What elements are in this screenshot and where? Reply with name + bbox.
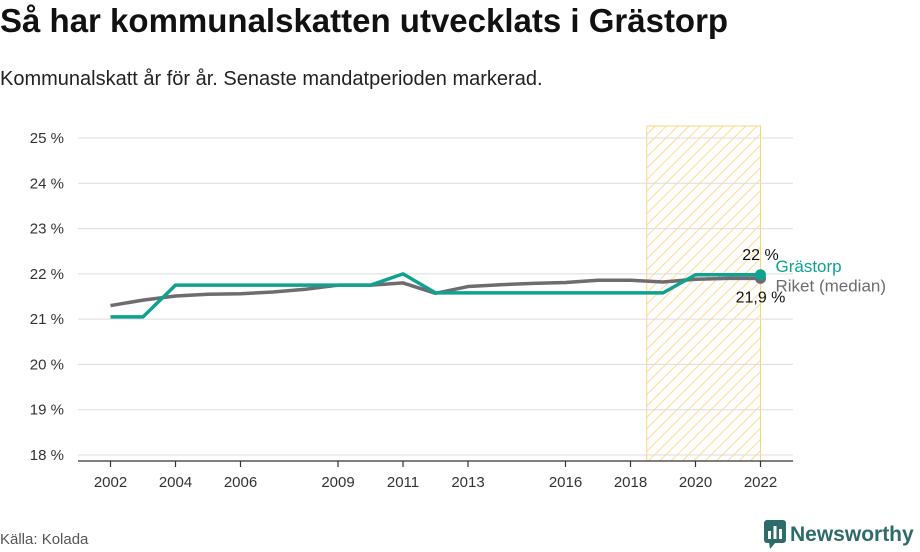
end-value-label-grastorp: 22 % [742, 247, 778, 264]
end-value-label-riket: 21,9 % [736, 289, 786, 306]
series-label-riket: Riket (median) [776, 276, 887, 295]
series-end-point [755, 269, 766, 281]
x-tick-label: 2013 [451, 474, 484, 491]
y-tick-label: 20 % [30, 356, 64, 373]
x-tick-label: 2016 [549, 474, 582, 491]
chart-title: Så har kommunalskatten utvecklats i Gräs… [0, 2, 729, 39]
series-label-grastorp: Grästorp [776, 257, 842, 276]
y-tick-label: 22 % [30, 266, 64, 283]
y-tick-label: 25 % [30, 130, 64, 147]
x-tick-label: 2004 [159, 474, 192, 491]
x-tick-label: 2018 [614, 474, 647, 491]
y-tick-label: 21 % [30, 311, 64, 328]
x-tick-label: 2006 [224, 474, 257, 491]
chart-subtitle: Kommunalskatt år för år. Senaste mandatp… [0, 68, 543, 90]
source-note: Källa: Kolada [0, 531, 89, 548]
x-tick-label: 2011 [387, 474, 419, 491]
y-tick-label: 18 % [30, 447, 64, 464]
newsworthy-logo: Newsworthy [764, 520, 914, 550]
y-tick-label: 19 % [30, 402, 64, 419]
series-line-grastorp [110, 272, 761, 319]
y-tick-label: 24 % [30, 175, 64, 192]
x-tick-label: 2002 [94, 474, 127, 491]
x-tick-label: 2009 [321, 474, 354, 491]
newsworthy-chart-icon [764, 520, 786, 549]
highlight-period [646, 125, 761, 462]
line-chart: 18 % 19 % 20 % 21 % 22 % 23 % 24 % 25 % 2002 2004… [30, 125, 887, 491]
x-tick-label: 2022 [744, 474, 777, 491]
x-tick-label: 2020 [679, 474, 712, 491]
brand-name: Newsworthy [790, 523, 914, 546]
y-tick-label: 23 % [30, 221, 64, 238]
